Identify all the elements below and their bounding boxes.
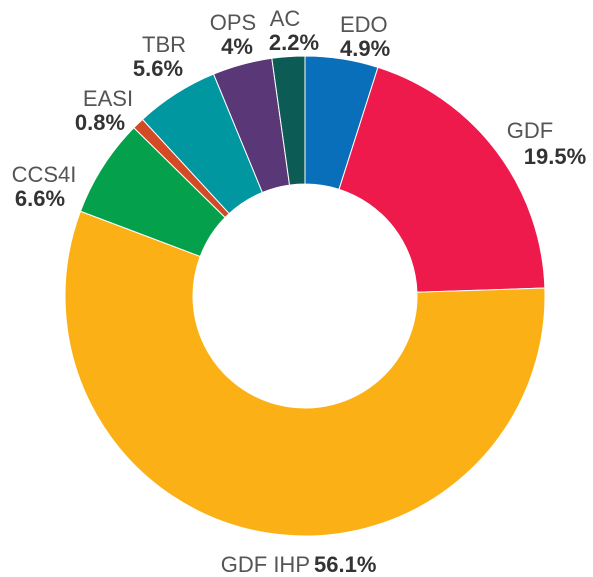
value-label: 4.9% bbox=[340, 36, 390, 61]
value-label: 56.1% bbox=[314, 552, 376, 577]
slice bbox=[64, 210, 546, 537]
slice-label: EDO bbox=[340, 12, 388, 37]
slice bbox=[271, 55, 306, 186]
slice-label: EASI bbox=[83, 86, 133, 111]
slice-label: TBR bbox=[142, 32, 186, 57]
value-label: 6.6% bbox=[15, 186, 65, 211]
slice-label: CCS4I bbox=[12, 162, 77, 187]
slice-label: OPS bbox=[210, 10, 256, 35]
slice-label: GDF bbox=[507, 118, 553, 143]
value-label: 4% bbox=[221, 34, 253, 59]
slice-label: AC bbox=[270, 6, 301, 31]
value-label: 5.6% bbox=[133, 56, 183, 81]
value-label: 0.8% bbox=[75, 110, 125, 135]
slice bbox=[338, 66, 546, 293]
value-label: 19.5% bbox=[524, 144, 586, 169]
value-label: 2.2% bbox=[269, 30, 319, 55]
slice-label: GDF IHP bbox=[221, 552, 310, 577]
